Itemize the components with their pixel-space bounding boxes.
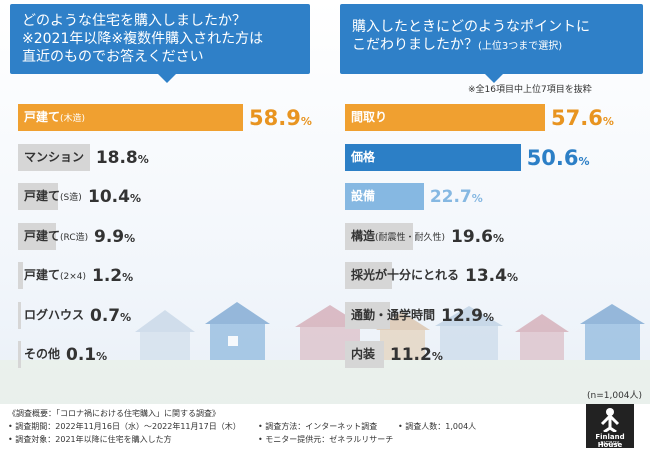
footer-title: 《調査概要：「コロナ禍における住宅購入」に関する調査》	[8, 409, 220, 418]
left-bar-label: 戸建て(2×4)	[24, 268, 87, 282]
right-bar-label: 構造(耐震性・耐久性)	[351, 228, 446, 243]
survey-footer: 《調査概要：「コロナ禍における住宅購入」に関する調査》 • 調査期間：2022年…	[0, 404, 650, 450]
left-bar	[18, 301, 21, 329]
right-bar-label: 設備	[351, 189, 376, 203]
right-bar	[345, 104, 545, 131]
right-bar-value: 57.6%	[551, 106, 614, 130]
left-header-line2: ※2021年以降※複数件購入された方は	[22, 31, 264, 47]
right-bar	[345, 262, 392, 289]
footer-target: • 調査対象：2021年以降に住宅を購入した方	[8, 435, 172, 444]
right-bar-value: 19.6%	[451, 226, 504, 247]
left-bar-value: 10.4%	[88, 187, 141, 207]
left-header-notch	[158, 74, 176, 83]
left-header-line1: どのような住宅を購入しましたか？	[22, 13, 246, 29]
left-bar	[18, 262, 23, 289]
sample-size-note: (n=1,004人)	[587, 391, 643, 401]
left-bar-label: 戸建て(S造)	[24, 189, 82, 203]
right-bar	[345, 301, 390, 329]
left-bar-value: 9.9%	[94, 226, 136, 247]
right-question-header: 購入したときにどのようなポイントに こだわりましたか？(上位3つまで選択)	[340, 4, 643, 83]
right-header-line2: こだわりましたか？	[352, 37, 478, 53]
right-bar-value: 11.2%	[389, 345, 443, 365]
left-bar-label: その他	[24, 347, 61, 361]
left-bar	[18, 341, 21, 368]
right-header-notch	[485, 74, 503, 83]
right-header-line2-sub: (上位3つまで選択)	[478, 41, 563, 52]
footer-count: • 調査人数：1,004人	[398, 422, 477, 431]
left-bar	[18, 143, 90, 171]
left-bar-value: 58.9%	[249, 106, 312, 130]
top-note: ※全16項目中上位7項目を抜粋	[468, 85, 592, 95]
left-bar-label: マンション	[24, 149, 85, 164]
left-bar-label: 戸建て(RC造)	[24, 228, 89, 243]
right-bar	[345, 183, 424, 210]
left-bar-value: 1.2%	[92, 266, 134, 286]
logo-figure-icon	[600, 408, 620, 434]
right-bar	[345, 143, 521, 171]
right-header-line1: 購入したときにどのようなポイントに	[352, 19, 590, 35]
finland-house-logo: Finland House BIGBOX	[586, 404, 634, 449]
right-bar	[345, 341, 384, 368]
left-bar-label: 戸建て(木造)	[24, 110, 86, 124]
right-bar-label: 価格	[351, 149, 376, 164]
left-question-header: どのような住宅を購入しましたか？ ※2021年以降※複数件購入された方は 直近の…	[10, 4, 310, 83]
right-bar-value: 22.7%	[429, 187, 483, 207]
footer-period: • 調査期間：2022年11月16日（水）～2022年11月17日（木）	[8, 422, 241, 431]
logo-sub: BIGBOX	[600, 441, 620, 447]
left-bar-value: 18.8%	[95, 147, 149, 168]
right-bar-label: 通勤・通学時間	[351, 307, 436, 322]
right-bar	[345, 222, 414, 250]
footer-provider: • モニター提供元：ゼネラルリサーチ	[258, 435, 394, 444]
left-header-line3: 直近のものでお答えください	[22, 49, 204, 65]
right-bar-value: 12.9%	[441, 305, 494, 326]
left-bar	[18, 183, 58, 210]
right-bar-label: 間取り	[351, 110, 388, 124]
right-bar-value: 50.6%	[526, 145, 590, 170]
right-bar-label: 内装	[351, 347, 376, 361]
footer-method: • 調査方法：インターネット調査	[258, 422, 378, 431]
left-bar-value: 0.7%	[90, 305, 132, 326]
left-bar	[18, 222, 56, 250]
left-bar-value: 0.1%	[66, 345, 108, 365]
left-bar-label: ログハウス	[24, 307, 85, 322]
right-bar-label: 採光が十分にとれる	[351, 268, 460, 282]
left-bar	[18, 104, 243, 131]
logo-brand: Finland House	[595, 433, 625, 449]
right-bar-value: 13.4%	[465, 266, 518, 286]
